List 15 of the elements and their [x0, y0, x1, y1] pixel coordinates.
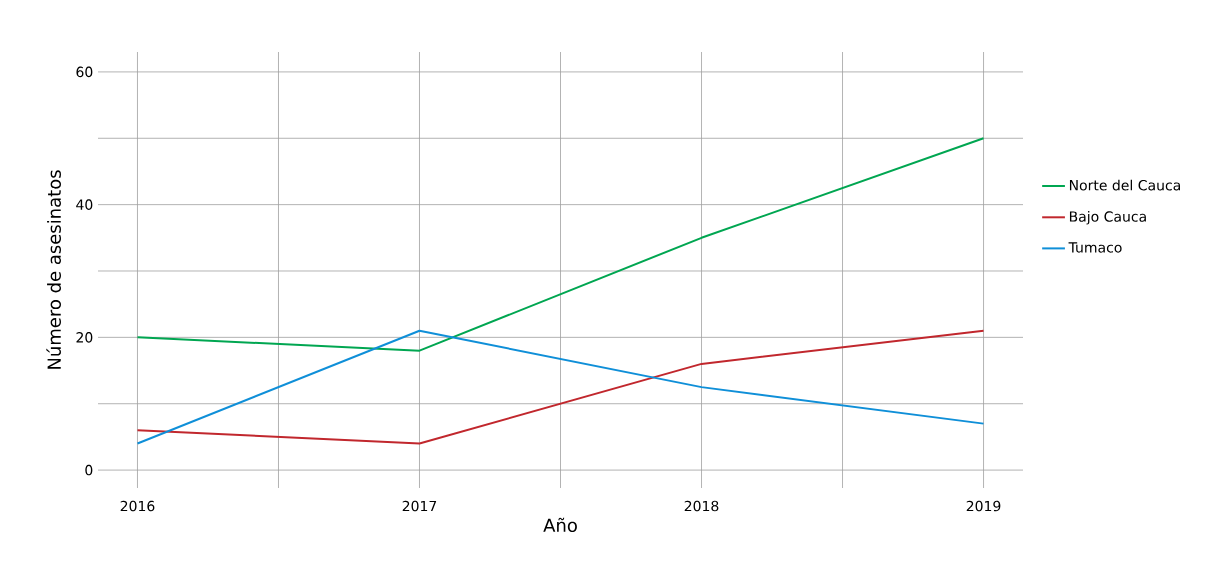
line-series [136, 137, 985, 352]
legend-label: Bajo Cauca [1069, 211, 1146, 225]
x-tick-label: 2017 [402, 500, 437, 512]
line-series [136, 329, 985, 445]
x-tick-label: 2016 [120, 500, 155, 512]
x-tick-label: 2018 [684, 500, 719, 512]
y-axis-title: Número de asesinatos [46, 170, 61, 369]
y-tick-label: 0 [85, 464, 93, 476]
y-tick-label: 40 [76, 199, 93, 210]
legend-label: Norte del Cauca [1069, 179, 1180, 191]
y-tick-label: 20 [76, 332, 93, 343]
x-axis-title: Año [543, 517, 577, 533]
y-tick-label: 60 [76, 66, 93, 78]
legend-label: Tumaco [1068, 242, 1122, 253]
x-tick-label: 2019 [966, 500, 1001, 512]
